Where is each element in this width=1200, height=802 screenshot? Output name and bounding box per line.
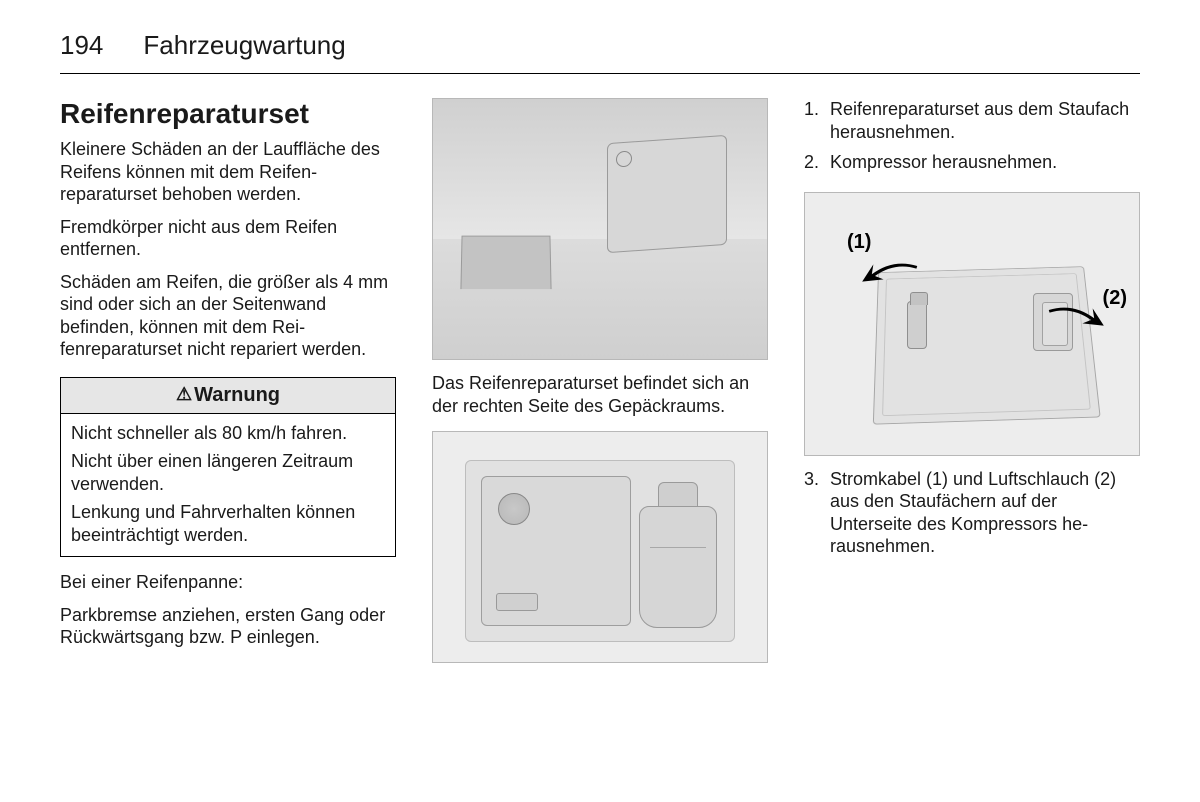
compressor-shape [481, 476, 631, 626]
warning-heading: ⚠Warnung [61, 378, 395, 414]
callout-label-2: (2) [1103, 287, 1127, 310]
figure-caption: Das Reifenreparaturset befindet sich an … [432, 372, 768, 417]
page-number: 194 [60, 30, 103, 61]
column-1: Reifenreparaturset Kleinere Schäden an d… [60, 98, 396, 675]
column-2: Das Reifenreparaturset befindet sich an … [432, 98, 768, 675]
warning-line: Nicht über einen längeren Zeit­raum verw… [71, 450, 385, 495]
trunk-storage-location-figure [432, 98, 768, 360]
paragraph: Fremdkörper nicht aus dem Reifen entfern… [60, 216, 396, 261]
paragraph: Schäden am Reifen, die größer als 4 mm s… [60, 271, 396, 361]
sealant-bottle-shape [639, 482, 717, 628]
paragraph: Kleinere Schäden an der Lauffläche des R… [60, 138, 396, 206]
warning-box: ⚠Warnung Nicht schneller als 80 km/h fah… [60, 377, 396, 558]
power-cable-nozzle-shape [907, 301, 927, 349]
warning-line: Lenkung und Fahrverhalten kön­nen beeint… [71, 501, 385, 546]
column-3: Reifenreparaturset aus dem Stau­fach her… [804, 98, 1140, 675]
section-title: Reifenreparaturset [60, 98, 396, 130]
repair-kit-in-tray-figure [432, 431, 768, 663]
bottle-body-shape [639, 506, 717, 628]
step-item: Reifenreparaturset aus dem Stau­fach her… [804, 98, 1140, 143]
side-panel-shape [607, 135, 727, 253]
step-item: Kompressor herausnehmen. [804, 151, 1140, 174]
content-columns: Reifenreparaturset Kleinere Schäden an d… [60, 98, 1140, 675]
warning-body: Nicht schneller als 80 km/h fahren. Nich… [61, 414, 395, 557]
page-header: 194 Fahrzeugwartung [60, 30, 1140, 74]
callout-label-1: (1) [847, 231, 871, 254]
step-list: Reifenreparaturset aus dem Stau­fach her… [804, 98, 1140, 182]
warning-line: Nicht schneller als 80 km/h fahren. [71, 422, 385, 445]
trunk-opening-shape [460, 236, 551, 289]
warning-triangle-icon: ⚠ [176, 384, 192, 404]
warning-title-text: Warnung [194, 384, 280, 406]
paragraph: Bei einer Reifenpanne: [60, 571, 396, 594]
step-item: Stromkabel (1) und Luftschlauch (2) aus … [804, 468, 1140, 558]
compressor-underside-figure: (1) (2) [804, 192, 1140, 456]
step-list-continued: Stromkabel (1) und Luftschlauch (2) aus … [804, 468, 1140, 566]
paragraph: Parkbremse anziehen, ersten Gang oder Rü… [60, 604, 396, 649]
chapter-title: Fahrzeugwartung [143, 30, 345, 61]
